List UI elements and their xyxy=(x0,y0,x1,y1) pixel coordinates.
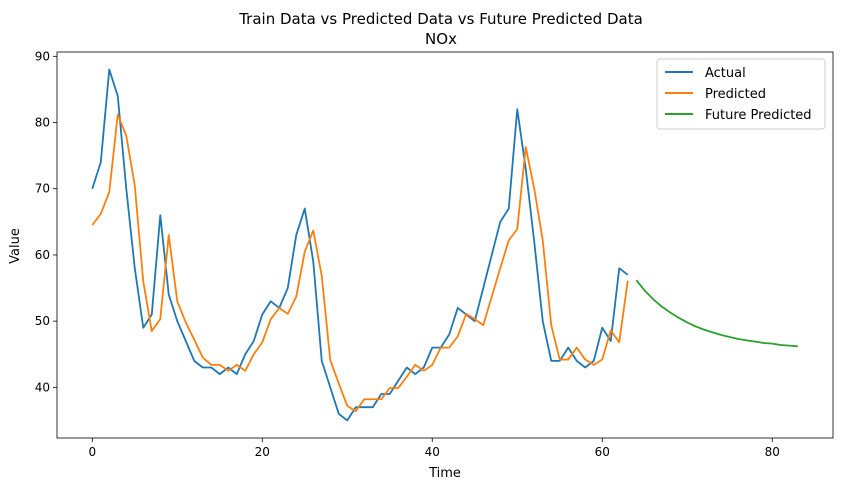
y-tick-label: 70 xyxy=(35,182,50,196)
plot-frame xyxy=(56,51,834,439)
legend-box xyxy=(656,58,826,130)
legend-predicted-label: Predicted xyxy=(705,87,766,102)
y-tick-label: 50 xyxy=(35,314,50,328)
chart-subtitle: NOx xyxy=(425,30,457,48)
ticks-layer: 0 20 40 60 80 40 50 60 70 80 90 xyxy=(35,49,780,459)
chart-title: Train Data vs Predicted Data vs Future P… xyxy=(238,10,643,28)
legend-actual-label: Actual xyxy=(705,66,746,81)
x-tick-label: 0 xyxy=(88,445,96,459)
series-line-future-predicted xyxy=(635,279,798,348)
legend: Actual Predicted Future Predicted xyxy=(656,58,826,130)
legend-future-label: Future Predicted xyxy=(705,108,812,123)
x-tick-label: 20 xyxy=(255,445,270,459)
y-tick-label: 90 xyxy=(35,49,50,63)
y-tick-label: 80 xyxy=(35,116,50,130)
x-tick-label: 80 xyxy=(765,445,780,459)
series-layer xyxy=(91,68,798,422)
y-axis-label: Value xyxy=(8,228,23,264)
series-line-actual xyxy=(91,68,629,422)
y-tick-label: 60 xyxy=(35,248,50,262)
x-tick-label: 40 xyxy=(425,445,440,459)
series-line-predicted xyxy=(91,113,629,413)
y-tick-label: 40 xyxy=(35,380,50,394)
x-tick-label: 60 xyxy=(595,445,610,459)
x-axis-label: Time xyxy=(428,466,461,481)
